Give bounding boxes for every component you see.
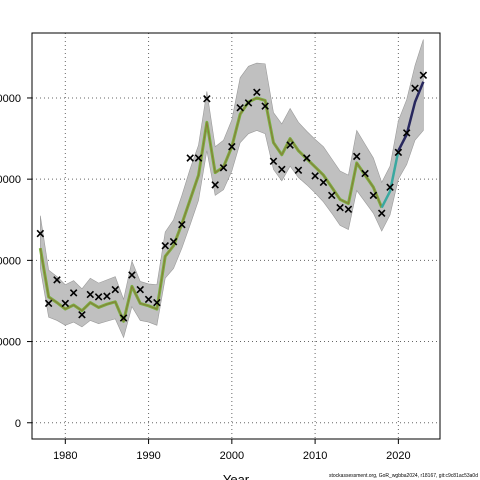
data-point xyxy=(161,241,169,250)
data-point xyxy=(369,191,378,200)
series-lines xyxy=(38,81,425,323)
series-line-recent xyxy=(380,150,400,209)
data-point xyxy=(319,178,328,187)
data-point xyxy=(219,164,228,172)
data-point xyxy=(386,183,394,192)
data-point xyxy=(153,298,161,307)
x-tick-label: 1980 xyxy=(53,450,77,462)
data-point xyxy=(394,148,403,157)
data-point xyxy=(69,289,78,297)
x-axis-title: Year xyxy=(223,472,250,480)
data-point xyxy=(44,299,53,308)
data-point xyxy=(36,229,45,238)
data-point xyxy=(303,154,311,162)
data-point xyxy=(278,165,286,174)
data-point xyxy=(411,84,419,92)
data-point xyxy=(269,157,278,166)
data-point xyxy=(178,220,186,229)
plot-background xyxy=(32,33,440,439)
data-point xyxy=(244,99,253,107)
data-point xyxy=(419,71,428,79)
data-point xyxy=(352,152,361,161)
data-point xyxy=(103,292,111,300)
x-tick-label: 2010 xyxy=(303,450,327,462)
data-point xyxy=(194,154,203,162)
x-tick-label: 2020 xyxy=(386,450,410,462)
data-point xyxy=(53,276,61,284)
data-point xyxy=(186,154,194,162)
x-tick-label: 2000 xyxy=(220,450,244,462)
data-point xyxy=(402,129,411,137)
data-point xyxy=(261,102,269,110)
data-point xyxy=(228,142,236,151)
data-point xyxy=(294,166,303,174)
data-point xyxy=(78,310,86,319)
data-point xyxy=(61,299,70,308)
data-point xyxy=(253,88,261,97)
data-point xyxy=(86,290,95,299)
data-point xyxy=(361,169,369,178)
data-point xyxy=(344,205,353,213)
data-point xyxy=(144,295,153,304)
watermark-credit: stockassessment.org, GoR_wgbba2024, r181… xyxy=(329,473,478,479)
data-point xyxy=(128,271,136,279)
data-point xyxy=(311,172,319,180)
observation-points xyxy=(36,71,428,322)
data-point xyxy=(211,181,219,189)
plot-frame xyxy=(31,32,441,440)
x-tick-label: 1990 xyxy=(136,450,160,462)
data-point xyxy=(111,285,120,294)
y-tick-label: 0 xyxy=(15,418,21,430)
data-point xyxy=(336,203,344,212)
data-point xyxy=(94,293,103,301)
data-point xyxy=(169,237,178,246)
data-point xyxy=(377,209,386,218)
axis-ticks: 1980199020002010202000000000000000000 xyxy=(0,93,411,462)
data-point xyxy=(236,103,244,112)
data-point xyxy=(286,141,294,149)
data-point xyxy=(136,285,145,294)
data-point xyxy=(119,314,128,322)
series-line-estimate-inner xyxy=(39,97,383,322)
data-point xyxy=(327,191,336,200)
series-line-forecast xyxy=(397,81,425,152)
data-point xyxy=(203,95,211,103)
